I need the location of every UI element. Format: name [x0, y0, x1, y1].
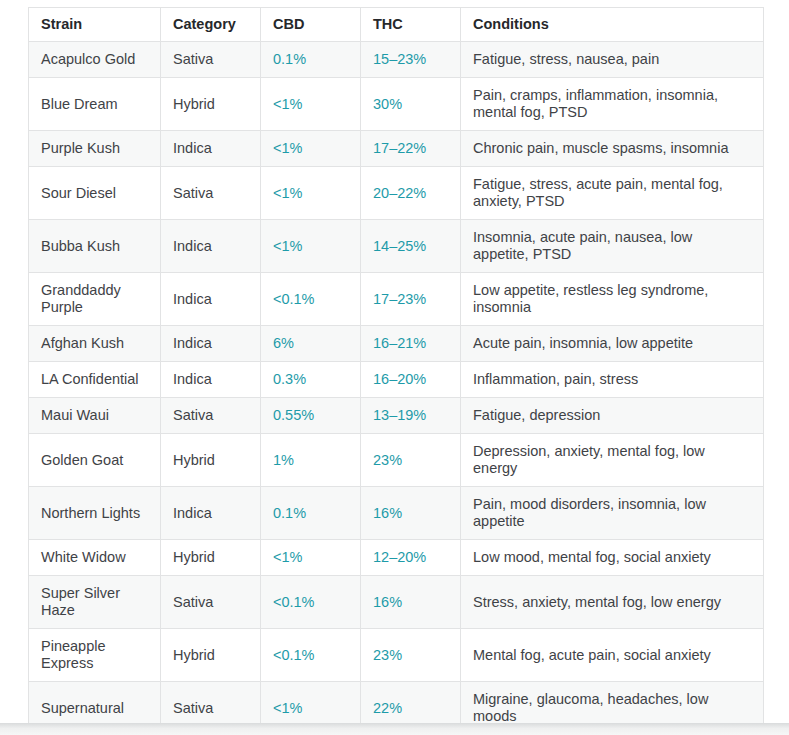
column-header-conditions: Conditions	[461, 8, 764, 42]
table-row: Golden GoatHybrid1%23%Depression, anxiet…	[29, 434, 764, 487]
cell-conditions: Fatigue, stress, acute pain, mental fog,…	[461, 167, 764, 220]
table-row: Afghan KushIndica6%16–21%Acute pain, ins…	[29, 326, 764, 362]
cell-strain: Bubba Kush	[29, 220, 161, 273]
table-row: Acapulco GoldSativa0.1%15–23%Fatigue, st…	[29, 42, 764, 78]
cell-thc: 17–22%	[361, 131, 461, 167]
cell-category: Indica	[161, 362, 261, 398]
cell-category: Sativa	[161, 576, 261, 629]
cell-strain: Purple Kush	[29, 131, 161, 167]
table-row: Sour DieselSativa<1%20–22%Fatigue, stres…	[29, 167, 764, 220]
page-bottom-band	[0, 723, 789, 735]
cell-cbd: <0.1%	[261, 273, 361, 326]
cell-thc: 16–21%	[361, 326, 461, 362]
cell-cbd: <1%	[261, 540, 361, 576]
cell-category: Indica	[161, 273, 261, 326]
column-header-thc: THC	[361, 8, 461, 42]
cell-cbd: <1%	[261, 78, 361, 131]
cell-category: Indica	[161, 326, 261, 362]
table-row: Super Silver HazeSativa<0.1%16%Stress, a…	[29, 576, 764, 629]
cell-conditions: Fatigue, stress, nausea, pain	[461, 42, 764, 78]
cell-category: Hybrid	[161, 78, 261, 131]
cell-cbd: 1%	[261, 434, 361, 487]
cell-conditions: Low mood, mental fog, social anxiety	[461, 540, 764, 576]
cell-cbd: <1%	[261, 131, 361, 167]
cell-strain: Acapulco Gold	[29, 42, 161, 78]
table-row: Pineapple ExpressHybrid<0.1%23%Mental fo…	[29, 629, 764, 682]
page: { "chart_data": { "type": "table", "colu…	[0, 0, 789, 735]
table-row: Blue DreamHybrid<1%30%Pain, cramps, infl…	[29, 78, 764, 131]
column-header-category: Category	[161, 8, 261, 42]
cell-category: Indica	[161, 487, 261, 540]
cell-category: Hybrid	[161, 629, 261, 682]
cell-cbd: <1%	[261, 220, 361, 273]
cell-conditions: Depression, anxiety, mental fog, low ene…	[461, 434, 764, 487]
cell-cbd: 6%	[261, 326, 361, 362]
cell-conditions: Inflammation, pain, stress	[461, 362, 764, 398]
cell-thc: 16%	[361, 576, 461, 629]
cell-thc: 16%	[361, 487, 461, 540]
cell-category: Hybrid	[161, 434, 261, 487]
cell-strain: Maui Waui	[29, 398, 161, 434]
cell-conditions: Fatigue, depression	[461, 398, 764, 434]
cell-cbd: 0.3%	[261, 362, 361, 398]
cell-thc: 14–25%	[361, 220, 461, 273]
cell-strain: Pineapple Express	[29, 629, 161, 682]
cell-strain: Afghan Kush	[29, 326, 161, 362]
cell-cbd: 0.55%	[261, 398, 361, 434]
strain-table: Strain Category CBD THC Conditions Acapu…	[28, 7, 764, 735]
cell-category: Indica	[161, 220, 261, 273]
cell-conditions: Mental fog, acute pain, social anxiety	[461, 629, 764, 682]
cell-thc: 20–22%	[361, 167, 461, 220]
cell-thc: 23%	[361, 629, 461, 682]
cell-conditions: Pain, cramps, inflammation, insomnia, me…	[461, 78, 764, 131]
table-header-row: Strain Category CBD THC Conditions	[29, 8, 764, 42]
table-row: Maui WauiSativa0.55%13–19%Fatigue, depre…	[29, 398, 764, 434]
cell-category: Sativa	[161, 167, 261, 220]
cell-strain: Super Silver Haze	[29, 576, 161, 629]
cell-strain: Blue Dream	[29, 78, 161, 131]
table-body: Acapulco GoldSativa0.1%15–23%Fatigue, st…	[29, 42, 764, 735]
column-header-strain: Strain	[29, 8, 161, 42]
table-row: Purple KushIndica<1%17–22%Chronic pain, …	[29, 131, 764, 167]
cell-conditions: Low appetite, restless leg syndrome, ins…	[461, 273, 764, 326]
table-row: Northern LightsIndica0.1%16%Pain, mood d…	[29, 487, 764, 540]
cell-thc: 16–20%	[361, 362, 461, 398]
cell-category: Sativa	[161, 398, 261, 434]
column-header-cbd: CBD	[261, 8, 361, 42]
cell-thc: 13–19%	[361, 398, 461, 434]
cell-category: Hybrid	[161, 540, 261, 576]
cell-thc: 12–20%	[361, 540, 461, 576]
table-row: White WidowHybrid<1%12–20%Low mood, ment…	[29, 540, 764, 576]
cell-cbd: <0.1%	[261, 629, 361, 682]
cell-strain: Granddaddy Purple	[29, 273, 161, 326]
cell-thc: 23%	[361, 434, 461, 487]
table-row: LA ConfidentialIndica0.3%16–20%Inflammat…	[29, 362, 764, 398]
page-background: Strain Category CBD THC Conditions Acapu…	[0, 0, 789, 735]
cell-category: Sativa	[161, 42, 261, 78]
cell-strain: White Widow	[29, 540, 161, 576]
cell-conditions: Stress, anxiety, mental fog, low energy	[461, 576, 764, 629]
cell-thc: 17–23%	[361, 273, 461, 326]
cell-strain: Sour Diesel	[29, 167, 161, 220]
cell-cbd: <0.1%	[261, 576, 361, 629]
cell-strain: Golden Goat	[29, 434, 161, 487]
table-row: Granddaddy PurpleIndica<0.1%17–23%Low ap…	[29, 273, 764, 326]
cell-cbd: 0.1%	[261, 42, 361, 78]
cell-cbd: 0.1%	[261, 487, 361, 540]
cell-thc: 15–23%	[361, 42, 461, 78]
cell-conditions: Chronic pain, muscle spasms, insomnia	[461, 131, 764, 167]
cell-conditions: Pain, mood disorders, insomnia, low appe…	[461, 487, 764, 540]
cell-strain: Northern Lights	[29, 487, 161, 540]
cell-conditions: Acute pain, insomnia, low appetite	[461, 326, 764, 362]
table-row: Bubba KushIndica<1%14–25%Insomnia, acute…	[29, 220, 764, 273]
cell-cbd: <1%	[261, 167, 361, 220]
cell-thc: 30%	[361, 78, 461, 131]
cell-conditions: Insomnia, acute pain, nausea, low appeti…	[461, 220, 764, 273]
table-header: Strain Category CBD THC Conditions	[29, 8, 764, 42]
cell-strain: LA Confidential	[29, 362, 161, 398]
cell-category: Indica	[161, 131, 261, 167]
